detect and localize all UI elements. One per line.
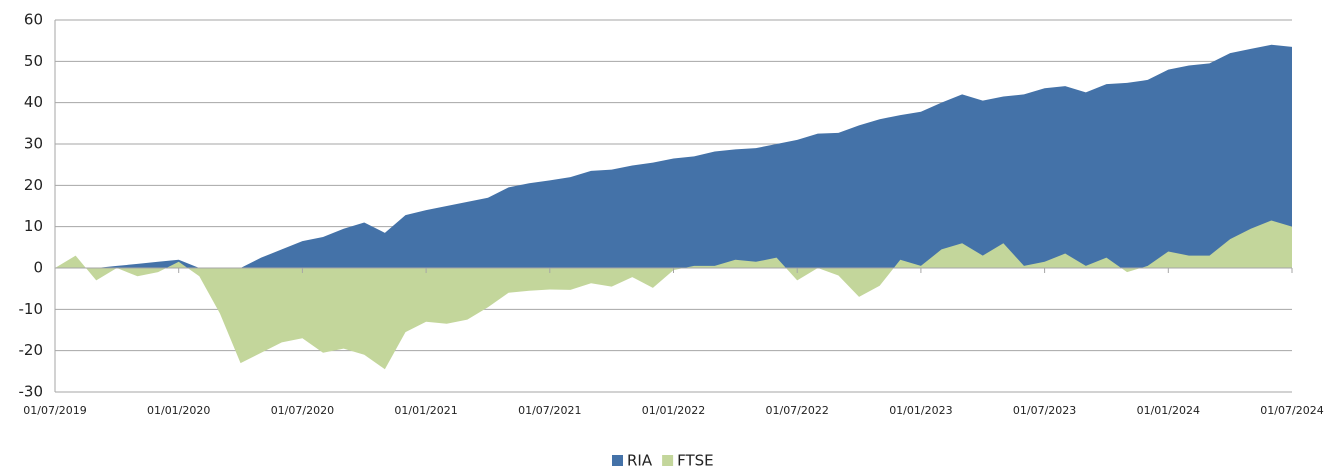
x-tick-label: 01/07/2023 <box>1013 404 1076 417</box>
x-tick-label: 01/01/2020 <box>147 404 210 417</box>
y-tick-label: 40 <box>24 93 43 111</box>
legend-swatch <box>662 455 674 466</box>
y-tick-label: -20 <box>19 341 44 359</box>
x-tick-label: 01/07/2022 <box>765 404 828 417</box>
legend-swatch <box>612 455 623 466</box>
y-tick-label: 50 <box>24 52 43 70</box>
x-tick-label: 01/07/2019 <box>23 404 86 417</box>
y-tick-label: 30 <box>24 135 43 153</box>
y-tick-label: -10 <box>19 300 44 318</box>
x-tick-label: 01/07/2020 <box>271 404 334 417</box>
x-tick-label: 01/01/2024 <box>1137 404 1200 417</box>
x-tick-label: 01/07/2024 <box>1260 404 1323 417</box>
area <box>55 44 1292 268</box>
x-tick-label: 01/01/2022 <box>642 404 705 417</box>
y-tick-label: 10 <box>24 217 43 235</box>
legend-label: RIA <box>627 452 653 469</box>
x-tick-label: 01/07/2021 <box>518 404 581 417</box>
x-tick-label: 01/01/2023 <box>889 404 952 417</box>
legend-label: FTSE <box>677 452 714 469</box>
y-tick-label: 60 <box>24 11 43 29</box>
y-tick-label: 0 <box>33 259 43 277</box>
y-tick-label: -30 <box>19 383 44 401</box>
y-tick-label: 20 <box>24 176 43 194</box>
x-tick-label: 01/01/2021 <box>394 404 457 417</box>
area <box>55 220 1292 370</box>
